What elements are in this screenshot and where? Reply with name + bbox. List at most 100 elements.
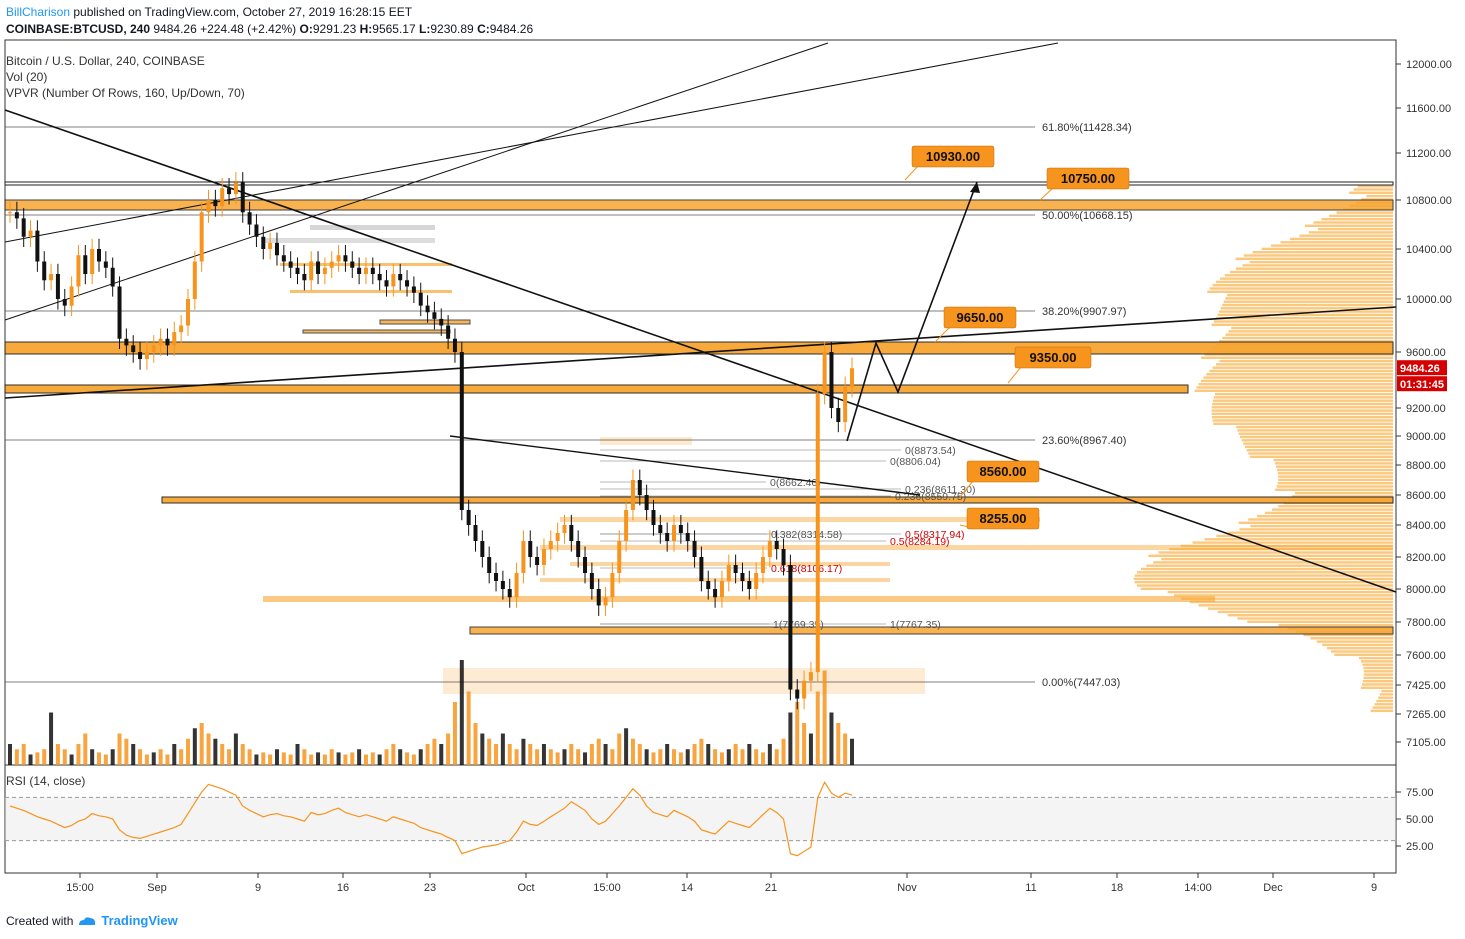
volume-bar bbox=[391, 744, 396, 765]
candle-body bbox=[411, 286, 416, 293]
candle-body bbox=[8, 212, 12, 214]
vpvr-row bbox=[1229, 270, 1393, 274]
price-tick-label: 8800.00 bbox=[1406, 460, 1446, 472]
candle-body bbox=[233, 182, 238, 195]
vpvr-row bbox=[1212, 402, 1393, 406]
band bbox=[302, 329, 451, 334]
vpvr-row bbox=[1374, 703, 1393, 706]
target-labels[interactable]: 10930.00 10750.00 9650.00 9350.00 8560.00 825… bbox=[904, 145, 1130, 530]
tradingview-logo-text[interactable]: TradingView bbox=[101, 913, 178, 928]
volume-bar bbox=[706, 744, 711, 765]
current-price-label: 9484.26 bbox=[1400, 363, 1440, 375]
candle-body bbox=[199, 212, 204, 262]
candle-body bbox=[678, 525, 683, 533]
vpvr-row bbox=[1349, 191, 1393, 194]
vpvr-row bbox=[1322, 643, 1393, 647]
price-tick-label: 12000.00 bbox=[1406, 59, 1452, 71]
vpvr-row bbox=[1270, 244, 1393, 247]
vpvr-row bbox=[1316, 640, 1393, 643]
vpvr-row bbox=[1222, 336, 1393, 340]
candle-body bbox=[110, 267, 115, 287]
rsi-tick-label: 25.00 bbox=[1406, 841, 1434, 853]
vpvr-row bbox=[1169, 548, 1393, 551]
vpvr-row bbox=[1249, 260, 1393, 264]
target-box bbox=[943, 306, 1017, 329]
price-axis[interactable]: 12000.00 11600.00 11200.00 10800.00 10400.00… bbox=[1396, 59, 1452, 749]
vpvr-row bbox=[1274, 462, 1393, 465]
vpvr-row bbox=[1134, 574, 1393, 577]
vpvr-row bbox=[1174, 594, 1393, 597]
volume-bar bbox=[754, 749, 759, 765]
vpvr-row bbox=[1207, 290, 1393, 293]
small-fib-label: 1(7767.35) bbox=[890, 619, 941, 631]
vpvr-row bbox=[1216, 280, 1393, 284]
price-tick-label: 10400.00 bbox=[1406, 244, 1452, 256]
fib-label: 23.60%(8967.40) bbox=[1042, 435, 1126, 447]
volume-bar bbox=[96, 752, 101, 765]
volume-bar bbox=[850, 738, 854, 765]
vpvr-row bbox=[1231, 326, 1393, 330]
vpvr-row bbox=[1228, 531, 1393, 534]
candle-body bbox=[391, 274, 396, 287]
candle-body bbox=[494, 573, 499, 581]
author-link[interactable]: BillCharison bbox=[6, 5, 71, 19]
fib-label: 61.80%(11428.34) bbox=[1042, 122, 1132, 134]
target-label: 9350.00 bbox=[1030, 350, 1077, 365]
vpvr-row bbox=[1317, 227, 1393, 231]
high-label: H: bbox=[359, 22, 373, 36]
volume-bars bbox=[8, 660, 854, 765]
time-axis[interactable]: 15:00 Sep 9 16 23 Oct 15:00 14 21 Nov 11 18 14:00 Dec… bbox=[66, 873, 1377, 894]
volume-bar bbox=[384, 749, 389, 765]
candle-body bbox=[302, 274, 307, 281]
candle-body bbox=[459, 352, 464, 510]
volume-bar bbox=[179, 749, 184, 765]
volume-bar bbox=[83, 733, 88, 765]
candle-body bbox=[555, 533, 560, 541]
band bbox=[290, 290, 452, 293]
rsi-zone bbox=[5, 797, 1396, 841]
band bbox=[443, 668, 925, 694]
volume-bar bbox=[843, 733, 848, 765]
vpvr-row bbox=[1228, 330, 1393, 333]
volume-bar bbox=[761, 752, 766, 765]
vpvr-row bbox=[1247, 620, 1393, 623]
vpvr-row bbox=[1376, 699, 1393, 703]
candle-body bbox=[795, 689, 800, 699]
small-fib-label: 0.382(8314.58) bbox=[771, 529, 842, 541]
volume-bar bbox=[466, 691, 471, 765]
candle-body bbox=[685, 533, 690, 541]
volume-bar bbox=[815, 691, 820, 765]
candle-body bbox=[781, 549, 786, 565]
candle-body bbox=[179, 325, 184, 333]
legend-title: Bitcoin / U.S. Dollar, 240, COINBASE bbox=[6, 54, 205, 68]
candle-body bbox=[699, 557, 704, 581]
band bbox=[310, 225, 435, 230]
candle-body bbox=[617, 541, 622, 573]
time-tick-label: 9 bbox=[255, 882, 261, 894]
vpvr-row bbox=[1362, 680, 1393, 683]
vpvr-row bbox=[1237, 429, 1393, 432]
vpvr-row bbox=[1235, 267, 1393, 270]
volume-bar bbox=[55, 744, 60, 765]
volume-bar bbox=[589, 744, 594, 765]
price-tick-label: 11600.00 bbox=[1406, 103, 1451, 115]
candle-body bbox=[733, 565, 738, 573]
candle-body bbox=[473, 525, 478, 541]
volume-bar bbox=[630, 738, 635, 765]
vpvr-row bbox=[1201, 356, 1393, 359]
volume-bar bbox=[685, 749, 690, 765]
volume-bar bbox=[658, 749, 663, 765]
vpvr-row bbox=[1278, 475, 1393, 478]
open-label: O: bbox=[299, 22, 313, 36]
volume-bar bbox=[829, 712, 834, 765]
vpvr-row bbox=[1216, 534, 1393, 538]
volume-bar bbox=[370, 752, 375, 765]
volume-bar bbox=[494, 744, 499, 765]
candle-body bbox=[432, 312, 437, 319]
candle-body bbox=[254, 224, 259, 237]
time-tick-label: 16 bbox=[337, 882, 349, 894]
vpvr-row bbox=[1361, 198, 1393, 201]
volume-bar bbox=[158, 749, 163, 765]
volume-bar bbox=[131, 744, 136, 765]
